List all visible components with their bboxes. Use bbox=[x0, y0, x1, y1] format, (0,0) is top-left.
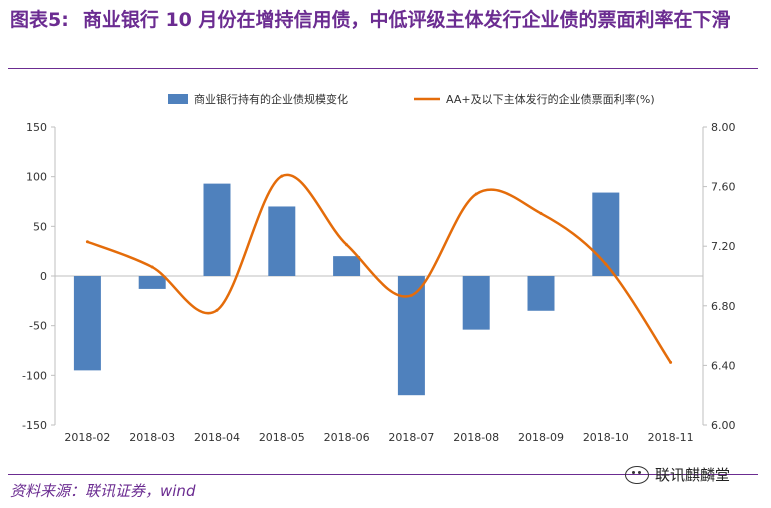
figure-label: 图表5: bbox=[10, 9, 69, 31]
rate-point-2018-09 bbox=[539, 211, 543, 215]
left-tick-label: 100 bbox=[26, 171, 47, 184]
bar-2018-08 bbox=[462, 276, 490, 330]
legend-line-label: AA+及以下主体发行的企业债票面利率(%) bbox=[446, 92, 655, 106]
left-tick-label: -100 bbox=[22, 369, 47, 382]
x-tick-label: 2018-03 bbox=[129, 431, 175, 444]
rate-point-2018-02 bbox=[85, 240, 89, 244]
right-tick-label: 8.00 bbox=[711, 121, 736, 134]
source-note: 资料来源：联讯证券，wind bbox=[10, 482, 196, 500]
bar-2018-06 bbox=[333, 256, 361, 276]
rate-point-2018-03 bbox=[150, 265, 154, 269]
x-tick-label: 2018-10 bbox=[583, 431, 629, 444]
bar-2018-02 bbox=[73, 276, 101, 371]
left-tick-label: -50 bbox=[29, 320, 47, 333]
x-tick-label: 2018-09 bbox=[518, 431, 564, 444]
rate-point-2018-06 bbox=[345, 243, 349, 247]
rate-line bbox=[86, 173, 672, 364]
right-tick-label: 7.60 bbox=[711, 181, 736, 194]
right-tick-label: 6.40 bbox=[711, 359, 736, 372]
bar-2018-04 bbox=[203, 183, 231, 276]
bar-2018-09 bbox=[527, 276, 555, 311]
rate-point-2018-05 bbox=[280, 174, 284, 178]
rate-point-2018-04 bbox=[215, 308, 219, 312]
figure-title-text: 商业银行 10 月份在增持信用债，中低评级主体发行企业债的票面利率在下滑 bbox=[82, 9, 731, 31]
x-tick-label: 2018-05 bbox=[259, 431, 305, 444]
left-tick-label: 150 bbox=[26, 121, 47, 134]
watermark: 联讯麒麟堂 bbox=[625, 464, 730, 485]
left-tick-label: -150 bbox=[22, 419, 47, 432]
left-tick-label: 50 bbox=[33, 220, 47, 233]
right-tick-label: 6.80 bbox=[711, 300, 736, 313]
rate-point-2018-07 bbox=[409, 293, 413, 297]
x-tick-label: 2018-11 bbox=[648, 431, 694, 444]
legend-bar-swatch bbox=[168, 94, 188, 104]
x-tick-label: 2018-04 bbox=[194, 431, 240, 444]
rate-point-2018-08 bbox=[474, 192, 478, 196]
right-tick-label: 6.00 bbox=[711, 419, 736, 432]
x-tick-label: 2018-07 bbox=[388, 431, 434, 444]
x-tick-label: 2018-08 bbox=[453, 431, 499, 444]
rate-point-2018-11 bbox=[669, 360, 673, 364]
figure-title: 图表5: 商业银行 10 月份在增持信用债，中低评级主体发行企业债的票面利率在下滑 bbox=[10, 6, 762, 34]
source-divider bbox=[8, 474, 758, 475]
wechat-icon bbox=[625, 465, 649, 484]
bar-2018-05 bbox=[268, 206, 296, 276]
bar-2018-03 bbox=[138, 276, 166, 289]
x-tick-label: 2018-02 bbox=[64, 431, 110, 444]
rate-point-2018-10 bbox=[604, 262, 608, 266]
x-tick-label: 2018-06 bbox=[324, 431, 370, 444]
watermark-text: 联讯麒麟堂 bbox=[655, 466, 731, 484]
legend-bar-label: 商业银行持有的企业债规模变化 bbox=[194, 92, 348, 106]
combo-chart: 150 100 50 0 -50 -100 -150 8.00 7.60 7.20 6.80 6.40… bbox=[22, 92, 736, 444]
bar-2018-10 bbox=[592, 192, 620, 276]
left-tick-label: 0 bbox=[40, 270, 47, 283]
right-tick-label: 7.20 bbox=[711, 240, 736, 253]
title-divider bbox=[8, 68, 758, 69]
